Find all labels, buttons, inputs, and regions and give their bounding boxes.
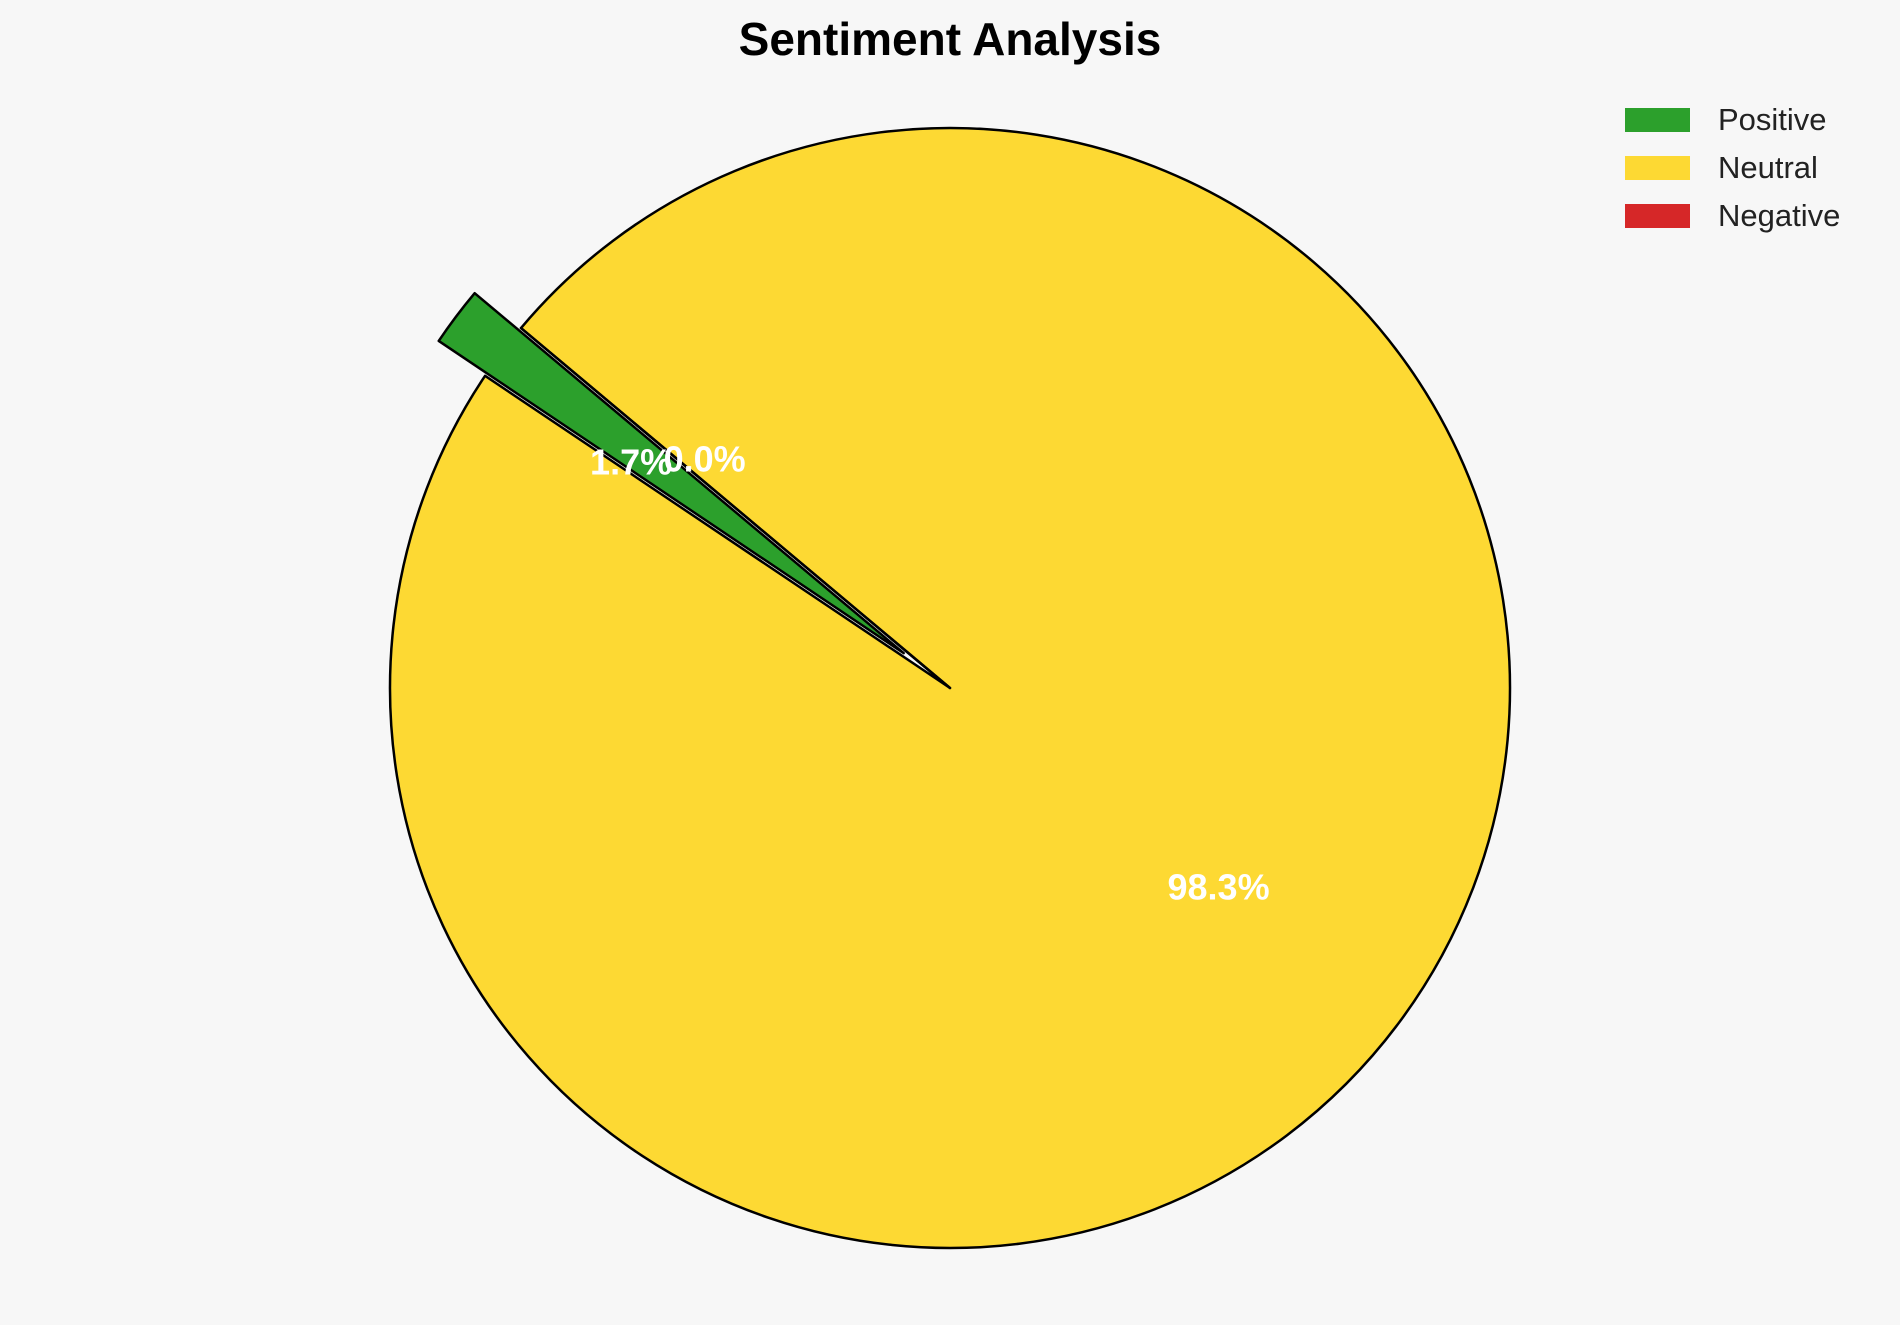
- slice-label-positive: 1.7%: [590, 442, 672, 483]
- pie-slice-positive: [437, 291, 905, 655]
- legend-item-positive: Positive: [1625, 96, 1885, 144]
- legend-label-neutral: Neutral: [1718, 150, 1818, 185]
- legend-label-negative: Negative: [1718, 198, 1841, 233]
- legend-item-neutral: Neutral: [1625, 144, 1885, 192]
- pie-slice-negative: [519, 326, 952, 690]
- legend-swatch-negative: [1625, 204, 1690, 228]
- pie-wedges: [388, 126, 1512, 1250]
- legend-label-positive: Positive: [1718, 102, 1827, 137]
- chart-title: Sentiment Analysis: [738, 13, 1162, 65]
- legend: Positive Neutral Negative: [1625, 96, 1885, 240]
- pie-labels: 1.7% 98.3% 0.0%: [590, 439, 1270, 908]
- legend-swatch-neutral: [1625, 156, 1690, 180]
- slice-label-neutral: 98.3%: [1168, 866, 1270, 907]
- legend-swatch-positive: [1625, 108, 1690, 132]
- slice-label-negative: 0.0%: [664, 439, 746, 480]
- legend-item-negative: Negative: [1625, 192, 1885, 240]
